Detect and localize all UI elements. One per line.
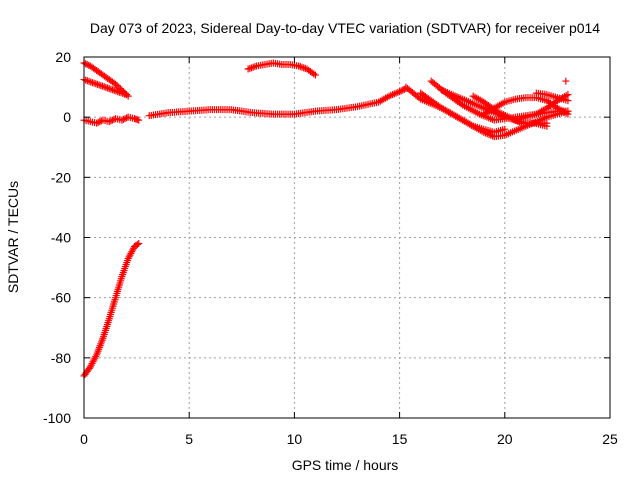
- x-axis-label: GPS time / hours: [292, 457, 399, 473]
- data-point: [117, 89, 125, 97]
- data-point: [99, 82, 107, 90]
- data-point: [543, 122, 551, 130]
- y-tick-label: -100: [43, 410, 71, 426]
- data-point: [251, 63, 259, 71]
- data-point: [396, 88, 404, 96]
- data-point: [112, 87, 120, 95]
- series-arc-end-point: [562, 77, 570, 85]
- x-tick-label: 0: [80, 431, 88, 447]
- x-tick-label: 5: [185, 431, 193, 447]
- data-point: [115, 83, 123, 91]
- data-point: [249, 63, 257, 71]
- series-arc-late-h: [511, 91, 572, 124]
- data-point: [97, 82, 105, 90]
- data-point: [85, 77, 93, 85]
- data-point: [501, 125, 509, 133]
- data-point: [564, 91, 572, 99]
- chart-title: Day 073 of 2023, Sidereal Day-to-day VTE…: [90, 20, 600, 36]
- series-arc-hump-morning: [244, 59, 319, 79]
- series-arc-descending-start: [80, 59, 132, 100]
- data-point: [102, 83, 110, 91]
- data-point: [112, 80, 120, 88]
- data-point: [295, 62, 303, 70]
- data-point: [300, 64, 308, 72]
- data-point: [133, 241, 141, 249]
- data-point: [135, 240, 143, 248]
- data-point: [87, 78, 95, 86]
- data-point: [311, 71, 319, 79]
- data-point: [118, 116, 126, 124]
- axis-ticks: 0 5 10 15 20 25 -100 -80 -60 -40 -20 0 20: [43, 49, 618, 447]
- data-points: [80, 59, 572, 380]
- data-point: [296, 63, 304, 71]
- data-point: [562, 77, 570, 85]
- data-point: [121, 115, 129, 123]
- y-tick-label: -20: [51, 169, 71, 185]
- data-point: [88, 79, 96, 87]
- data-point: [96, 118, 104, 126]
- data-point: [93, 119, 101, 127]
- data-point: [110, 86, 118, 94]
- data-point: [100, 83, 108, 91]
- data-point: [105, 118, 113, 126]
- series-arc-late-b: [417, 89, 509, 136]
- data-point: [107, 85, 115, 93]
- data-point: [310, 70, 318, 78]
- series-arc-midday-baseline: [145, 85, 410, 120]
- data-point: [105, 85, 113, 93]
- data-point: [92, 353, 100, 361]
- x-tick-label: 10: [287, 431, 303, 447]
- data-point: [113, 82, 121, 90]
- data-point: [564, 110, 572, 118]
- x-tick-label: 25: [602, 431, 618, 447]
- data-point: [399, 86, 407, 94]
- y-axis-label: SDTVAR / TECUs: [5, 181, 21, 293]
- data-point: [94, 118, 102, 126]
- data-point: [120, 90, 128, 98]
- data-point: [564, 97, 572, 105]
- data-point: [119, 115, 127, 123]
- y-tick-label: 0: [63, 109, 71, 125]
- y-tick-label: -80: [51, 350, 71, 366]
- data-point: [104, 84, 112, 92]
- data-point: [119, 89, 127, 97]
- data-point: [83, 77, 91, 85]
- data-point: [82, 76, 90, 84]
- data-point: [397, 87, 405, 95]
- data-point: [107, 117, 115, 125]
- data-point: [83, 61, 91, 69]
- series-arc-steep-rise: [80, 240, 143, 380]
- y-tick-label: -40: [51, 230, 71, 246]
- data-point: [114, 88, 122, 96]
- series-arc-secondary-start: [80, 76, 130, 99]
- data-point: [108, 116, 116, 124]
- x-tick-label: 15: [392, 431, 408, 447]
- data-point: [95, 81, 103, 89]
- data-point: [246, 64, 254, 72]
- data-point: [247, 64, 255, 72]
- series-arc-late-f: [480, 94, 572, 118]
- y-tick-label: 20: [55, 49, 71, 65]
- data-point: [90, 79, 98, 87]
- data-point: [122, 91, 130, 99]
- data-point: [415, 94, 423, 102]
- data-point: [115, 88, 123, 96]
- data-point: [93, 80, 101, 88]
- x-tick-label: 20: [497, 431, 513, 447]
- data-point: [298, 63, 306, 71]
- data-point: [109, 86, 117, 94]
- data-point: [135, 116, 143, 124]
- y-tick-label: -60: [51, 290, 71, 306]
- data-point: [92, 80, 100, 88]
- data-point: [244, 65, 252, 73]
- data-point: [82, 60, 90, 68]
